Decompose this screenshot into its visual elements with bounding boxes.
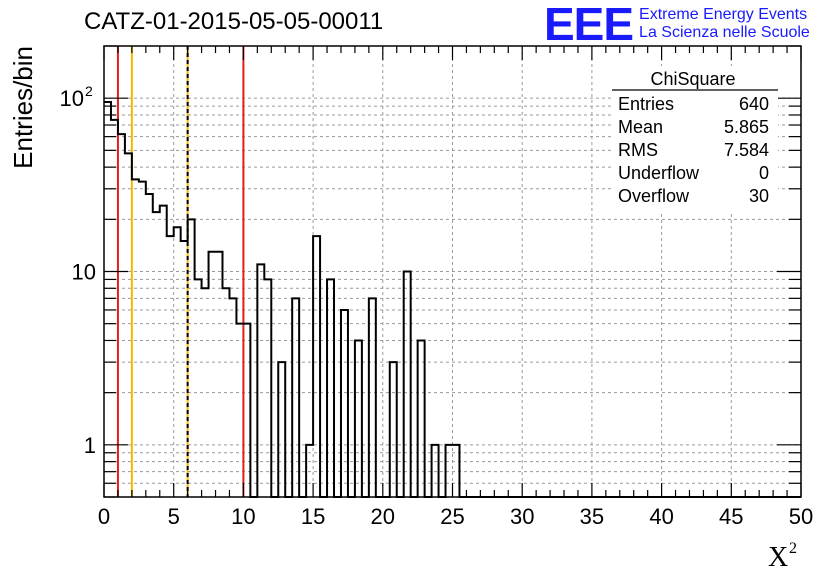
histogram-bin <box>229 298 236 497</box>
histogram-bin <box>146 194 153 497</box>
x-tick-label: 50 <box>789 504 813 529</box>
histogram-bin <box>341 310 348 497</box>
histogram-bin <box>181 241 188 497</box>
x-tick-label: 40 <box>649 504 673 529</box>
histogram-bin <box>132 179 139 497</box>
histogram-bin <box>404 272 411 498</box>
histogram-bin <box>195 279 202 497</box>
y-tick-label-exponent: 2 <box>85 83 93 99</box>
histogram-bin <box>369 298 376 497</box>
histogram-bin <box>174 227 181 497</box>
logo-mark: EEE <box>544 0 634 50</box>
stats-value: 7.584 <box>724 140 769 160</box>
x-axis-label: X <box>768 542 788 572</box>
stats-value: 30 <box>749 186 769 206</box>
logo-line-1: Extreme Energy Events <box>639 6 808 23</box>
eee-logo: EEE Extreme Energy Events La Scienza nel… <box>544 0 810 50</box>
histogram-bin <box>278 362 285 497</box>
histogram-bin <box>292 298 299 497</box>
y-tick-label: 10 <box>72 260 96 285</box>
histogram-bin <box>446 445 453 497</box>
x-tick-label: 25 <box>440 504 464 529</box>
histogram-bin <box>209 252 216 497</box>
x-tick-label: 45 <box>719 504 743 529</box>
histogram-bin <box>118 134 125 497</box>
histogram-bin <box>236 324 243 497</box>
histogram-bin <box>202 288 209 497</box>
histogram-bin <box>243 324 250 497</box>
x-axis-label-exponent: 2 <box>789 540 797 557</box>
histogram-bin <box>167 236 174 497</box>
histogram-bin <box>327 279 334 497</box>
x-tick-label: 10 <box>231 504 255 529</box>
histogram-bin <box>390 362 397 497</box>
histogram-bin <box>216 252 223 497</box>
histogram-bin <box>418 340 425 497</box>
x-tick-label: 0 <box>98 504 110 529</box>
logo-text: Extreme Energy Events La Scienza nelle S… <box>639 6 810 42</box>
histogram-bin <box>222 288 229 497</box>
histogram-bin <box>153 212 160 497</box>
histogram-bin <box>188 219 195 497</box>
stats-value: 5.865 <box>724 117 769 137</box>
histogram-bin <box>264 279 271 497</box>
histogram-bin <box>139 182 146 497</box>
stats-title: ChiSquare <box>650 69 735 89</box>
histogram-bin <box>125 153 132 497</box>
stats-value: 640 <box>739 94 769 114</box>
stats-label: Overflow <box>618 186 690 206</box>
logo-line-2: La Scienza nelle Scuole <box>639 24 810 41</box>
histogram-bin <box>104 102 111 497</box>
histogram-bin <box>313 236 320 497</box>
y-axis-label: Entries/bin <box>8 46 38 169</box>
histogram-bin <box>453 445 460 497</box>
stats-label: Entries <box>618 94 674 114</box>
stats-label: Underflow <box>618 163 700 183</box>
x-tick-label: 35 <box>580 504 604 529</box>
stats-label: RMS <box>618 140 658 160</box>
stats-label: Mean <box>618 117 663 137</box>
histogram-bin <box>160 206 167 497</box>
plot-title: CATZ-01-2015-05-05-00011 <box>84 8 384 35</box>
histogram-bin <box>306 445 313 497</box>
x-tick-label: 30 <box>510 504 534 529</box>
histogram-bin <box>355 340 362 497</box>
histogram-bin <box>432 445 439 497</box>
histogram-bin <box>257 264 264 497</box>
x-tick-label: 15 <box>301 504 325 529</box>
x-tick-label: 5 <box>168 504 180 529</box>
y-tick-label: 1 <box>84 433 96 458</box>
stats-value: 0 <box>759 163 769 183</box>
x-tick-label: 20 <box>371 504 395 529</box>
histogram-bin <box>111 120 118 497</box>
y-tick-label: 10 <box>60 86 84 111</box>
